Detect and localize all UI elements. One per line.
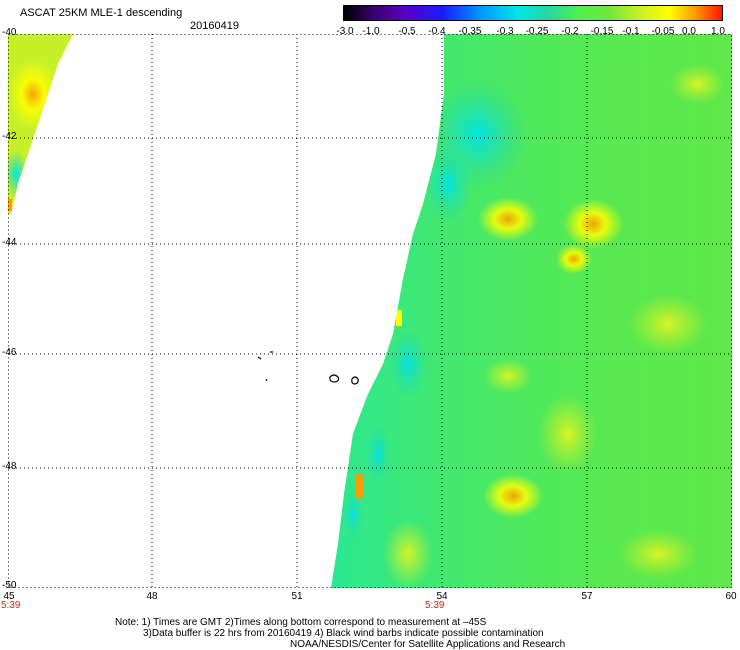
note-line: 3)Data buffer is 22 hrs from 20160419 4)… [143, 628, 544, 639]
y-axis-label: -40 [2, 27, 17, 38]
colorbar-tick: -1.0 [362, 26, 380, 37]
note-line: NOAA/NESDIS/Center for Satellite Applica… [290, 639, 566, 650]
product-title: ASCAT 25KM MLE-1 descending [20, 7, 183, 19]
x-axis-label: 60 [725, 591, 737, 602]
colorbar-tick: -0.5 [398, 26, 416, 37]
colorbar-tick: -0.3 [496, 26, 514, 37]
y-axis-label: -46 [2, 347, 17, 358]
y-axis-label: -48 [2, 461, 17, 472]
colorbar-tick: -0.15 [590, 26, 614, 37]
y-axis-label: -50 [2, 580, 17, 591]
note-line: Note: 1) Times are GMT 2)Times along bot… [115, 617, 487, 628]
map-plot [8, 34, 732, 588]
left-swath [8, 34, 73, 214]
colorbar-tick: 0.0 [682, 26, 696, 37]
colorbar-tick: -0.1 [622, 26, 640, 37]
pass-time: 5:39 [425, 600, 445, 611]
lat-lon-grid [8, 34, 732, 588]
island-outlines [257, 351, 359, 385]
colorbar-tick: -0.35 [458, 26, 482, 37]
x-axis-label: 51 [291, 591, 303, 602]
x-axis-label: 45 [3, 591, 15, 602]
colorbar-tick: 1.0 [711, 26, 725, 37]
y-axis-label: -44 [2, 237, 17, 248]
colorbar-tick: -0.05 [651, 26, 675, 37]
x-axis-label: 54 [436, 591, 448, 602]
x-axis-label: 48 [146, 591, 158, 602]
colorbar [343, 5, 723, 21]
x-axis-label: 57 [581, 591, 593, 602]
colorbar-tick: -3.0 [336, 26, 354, 37]
y-axis-label: -42 [2, 131, 17, 142]
wind-swath [331, 34, 732, 588]
colorbar-tick: -0.4 [428, 26, 446, 37]
product-date: 20160419 [190, 20, 239, 32]
pass-time: 5:39 [1, 600, 21, 611]
colorbar-tick: -0.25 [525, 26, 549, 37]
colorbar-tick: -0.2 [561, 26, 579, 37]
